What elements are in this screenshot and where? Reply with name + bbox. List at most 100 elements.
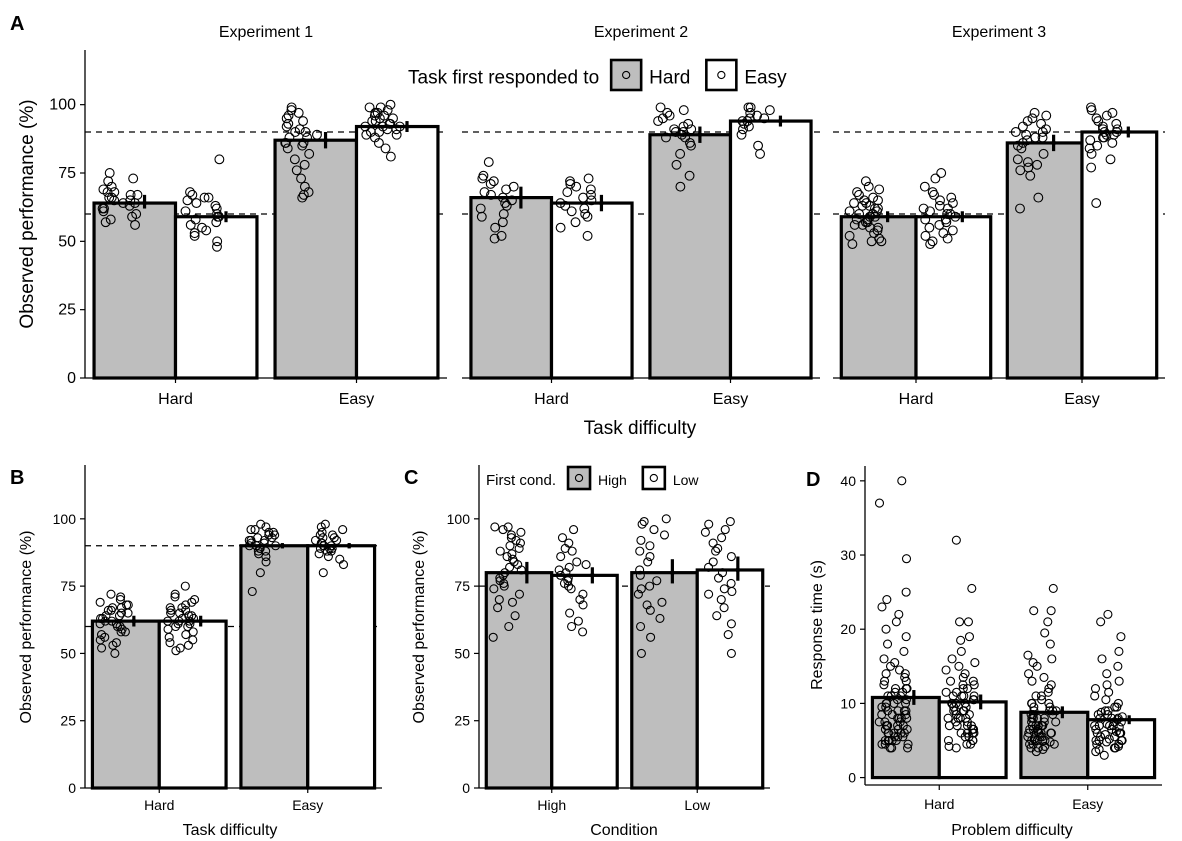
- point-d-hard-easy-44: [945, 676, 956, 686]
- point-c-high-high-3: [493, 603, 503, 613]
- mean-a-facet3-easy-hard: [1051, 140, 1057, 146]
- point-c-low-high-1: [646, 632, 656, 642]
- point-c-low-high-7: [636, 584, 646, 594]
- point-a-facet2-easy-easy-6: [737, 116, 748, 127]
- point-a-facet2-hard-easy-11: [586, 189, 596, 200]
- point-a-facet2-hard-easy-4: [580, 209, 591, 219]
- point-a-facet3-easy-easy-18: [1101, 110, 1112, 121]
- point-d-easy-hard-32: [1039, 713, 1049, 723]
- point-a-facet2-easy-hard-6: [661, 132, 671, 143]
- x-tick-label-d-0: Hard: [924, 796, 954, 812]
- point-a-facet2-hard-hard-6: [475, 203, 486, 214]
- point-c-low-high-4: [645, 605, 655, 615]
- mean-d-hard-easy: [978, 699, 984, 705]
- point-a-facet1-easy-hard-26: [298, 189, 309, 200]
- point-c-low-high-6: [633, 589, 643, 599]
- point-c-high-high-5: [494, 595, 504, 605]
- point-c-low-low-19: [700, 527, 710, 537]
- point-d-easy-easy-35: [1096, 707, 1106, 717]
- point-a-facet2-hard-hard-11: [486, 189, 496, 200]
- bar-a-facet3-easy-easy: [1080, 130, 1159, 380]
- point-d-hard-easy-62: [947, 698, 957, 708]
- point-d-easy-hard-47: [1031, 691, 1041, 701]
- point-d-easy-hard-60: [1040, 628, 1050, 638]
- point-a-facet3-easy-easy-6: [1107, 137, 1118, 148]
- point-a-facet1-easy-easy-0: [385, 151, 396, 162]
- point-b-hard-hard-31: [95, 619, 105, 629]
- y-tick-label-c-3: 75: [454, 578, 470, 594]
- point-c-high-high-29: [498, 525, 508, 535]
- point-a-facet2-easy-easy-0: [755, 148, 766, 159]
- point-a-facet1-hard-hard-20: [128, 173, 139, 184]
- point-b-hard-hard-22: [107, 603, 118, 613]
- point-c-high-low-21: [564, 538, 574, 548]
- point-a-facet2-hard-easy-13: [585, 184, 596, 195]
- point-b-hard-hard-18: [116, 608, 127, 618]
- point-d-hard-hard-55: [881, 669, 891, 679]
- point-a-facet1-hard-hard-17: [98, 184, 109, 195]
- point-c-low-low-9: [726, 578, 736, 588]
- y-axis-title-d: Response time (s): [809, 560, 826, 690]
- point-a-facet2-easy-easy-12: [764, 105, 775, 116]
- point-a-facet3-hard-hard-3: [844, 230, 855, 241]
- point-a-facet2-easy-hard-1: [684, 170, 695, 181]
- point-a-facet3-hard-hard-27: [854, 189, 864, 200]
- point-b-hard-hard-16: [101, 611, 111, 621]
- y-tick-label-b-1: 25: [60, 713, 76, 729]
- point-a-facet3-hard-hard-30: [863, 181, 874, 192]
- point-d-easy-hard-63: [1029, 606, 1039, 616]
- point-d-easy-hard-52: [1027, 676, 1037, 686]
- point-c-low-low-18: [717, 533, 727, 543]
- point-d-easy-easy-57: [1095, 713, 1105, 723]
- point-c-low-high-21: [661, 514, 671, 524]
- bars-layer: [90, 119, 1159, 790]
- point-a-facet2-hard-hard-18: [478, 170, 489, 181]
- point-a-facet2-easy-easy-1: [753, 140, 764, 151]
- bar-a-facet1-easy-easy: [354, 124, 440, 380]
- point-d-easy-hard-62: [1046, 606, 1056, 616]
- point-d-easy-easy-36: [1103, 706, 1113, 716]
- point-a-facet3-hard-easy-7: [934, 219, 945, 230]
- point-d-easy-hard-59: [1045, 639, 1055, 649]
- point-c-high-high-25: [511, 535, 521, 545]
- point-d-hard-hard-76: [881, 698, 891, 708]
- point-b-hard-hard-13: [107, 616, 117, 626]
- point-a-facet2-hard-easy-6: [579, 203, 590, 214]
- point-c-high-low-18: [556, 551, 566, 562]
- y-tick-label-d-0: 0: [848, 770, 856, 786]
- point-b-easy-hard-0: [247, 586, 257, 597]
- point-a-facet3-easy-easy-0: [1091, 198, 1102, 209]
- y-tick-label-d-4: 40: [840, 473, 856, 489]
- mean-d-easy-hard: [1059, 709, 1065, 715]
- point-a-facet2-easy-easy-14: [743, 102, 754, 113]
- point-a-facet1-easy-easy-25: [361, 129, 372, 140]
- point-a-facet3-hard-easy-17: [935, 195, 945, 206]
- point-a-facet3-easy-hard-15: [1010, 127, 1021, 137]
- point-a-facet1-easy-hard-12: [284, 132, 295, 143]
- point-c-low-low-13: [708, 557, 718, 567]
- point-d-hard-easy-63: [948, 691, 958, 701]
- y-tick-label-c-2: 50: [454, 645, 470, 661]
- point-c-low-high-13: [645, 551, 655, 562]
- point-c-low-low-12: [703, 562, 714, 572]
- point-c-low-high-15: [645, 541, 655, 551]
- point-a-facet3-easy-hard-21: [1041, 110, 1052, 121]
- point-a-facet1-hard-hard-21: [104, 168, 115, 178]
- point-d-hard-hard-72: [896, 728, 906, 738]
- point-d-easy-easy-41: [1101, 695, 1111, 705]
- point-b-easy-hard-17: [264, 530, 274, 540]
- legend-layer: Task first responded to Hard Easy First con…: [408, 58, 787, 491]
- point-d-hard-hard-56: [894, 665, 905, 675]
- point-a-facet1-easy-hard-19: [283, 118, 294, 129]
- point-b-easy-hard-2: [261, 557, 271, 567]
- point-a-facet1-hard-hard-10: [109, 195, 120, 206]
- point-b-easy-easy-4: [314, 549, 324, 559]
- y-tick-label-a-facet1-3: 75: [58, 165, 76, 182]
- y-tick-label-d-1: 10: [840, 695, 856, 711]
- point-d-easy-hard-51: [1046, 680, 1056, 690]
- point-a-facet2-hard-hard-15: [485, 178, 496, 189]
- point-b-hard-easy-20: [175, 608, 185, 618]
- point-d-hard-hard-35: [881, 702, 891, 712]
- legend-key-point-a-hard: [622, 70, 631, 80]
- point-a-facet2-hard-hard-2: [490, 222, 501, 233]
